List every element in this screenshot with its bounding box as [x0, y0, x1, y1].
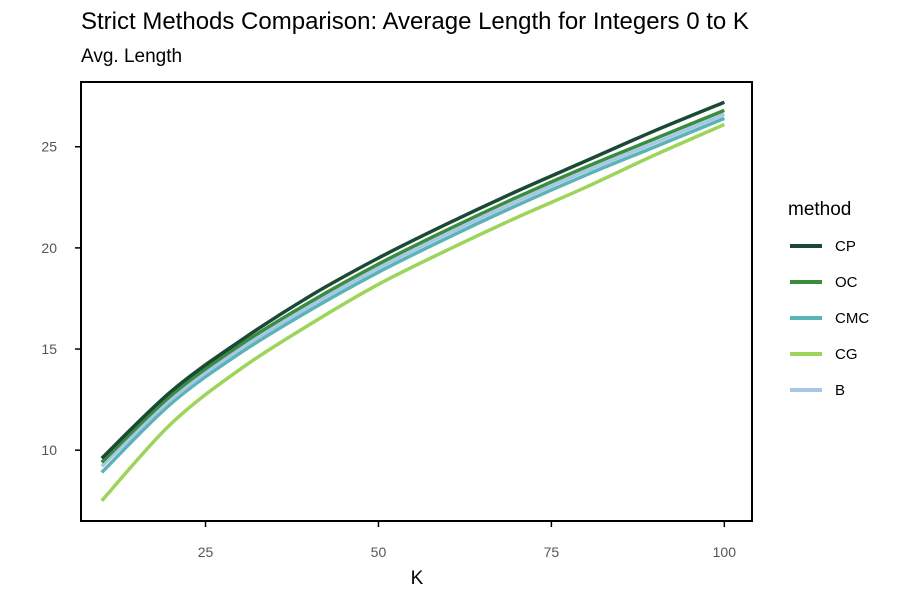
legend-label-oc: OC — [835, 274, 858, 291]
x-tick-label: 25 — [198, 544, 214, 560]
plot-border — [80, 81, 753, 522]
series-line-oc — [100, 108, 725, 464]
axes-layer: 25 50 75 100 10 15 20 25 — [41, 81, 753, 560]
legend-title: method — [788, 199, 851, 220]
legend-label-cg: CG — [835, 346, 858, 363]
series-layer — [100, 100, 726, 502]
series-line-cmc — [100, 116, 725, 474]
series-line-b — [100, 112, 725, 468]
x-tick-label: 75 — [544, 544, 560, 560]
series-line-cp — [100, 100, 725, 460]
legend-label-b: B — [835, 382, 845, 399]
x-tick-label: 100 — [713, 544, 737, 560]
legend: method CP OC CMC CG B — [788, 199, 869, 399]
x-axis-title: K — [411, 568, 424, 589]
chart-title: Strict Methods Comparison: Average Lengt… — [81, 8, 749, 35]
y-tick-label: 15 — [41, 341, 57, 357]
y-tick-label: 25 — [41, 139, 57, 155]
chart-subtitle: Avg. Length — [81, 46, 183, 67]
y-tick-label: 20 — [41, 240, 57, 256]
x-tick-label: 50 — [371, 544, 387, 560]
series-line-cg — [100, 122, 726, 502]
legend-label-cmc: CMC — [835, 310, 869, 327]
y-tick-label: 10 — [41, 442, 57, 458]
legend-label-cp: CP — [835, 238, 856, 255]
